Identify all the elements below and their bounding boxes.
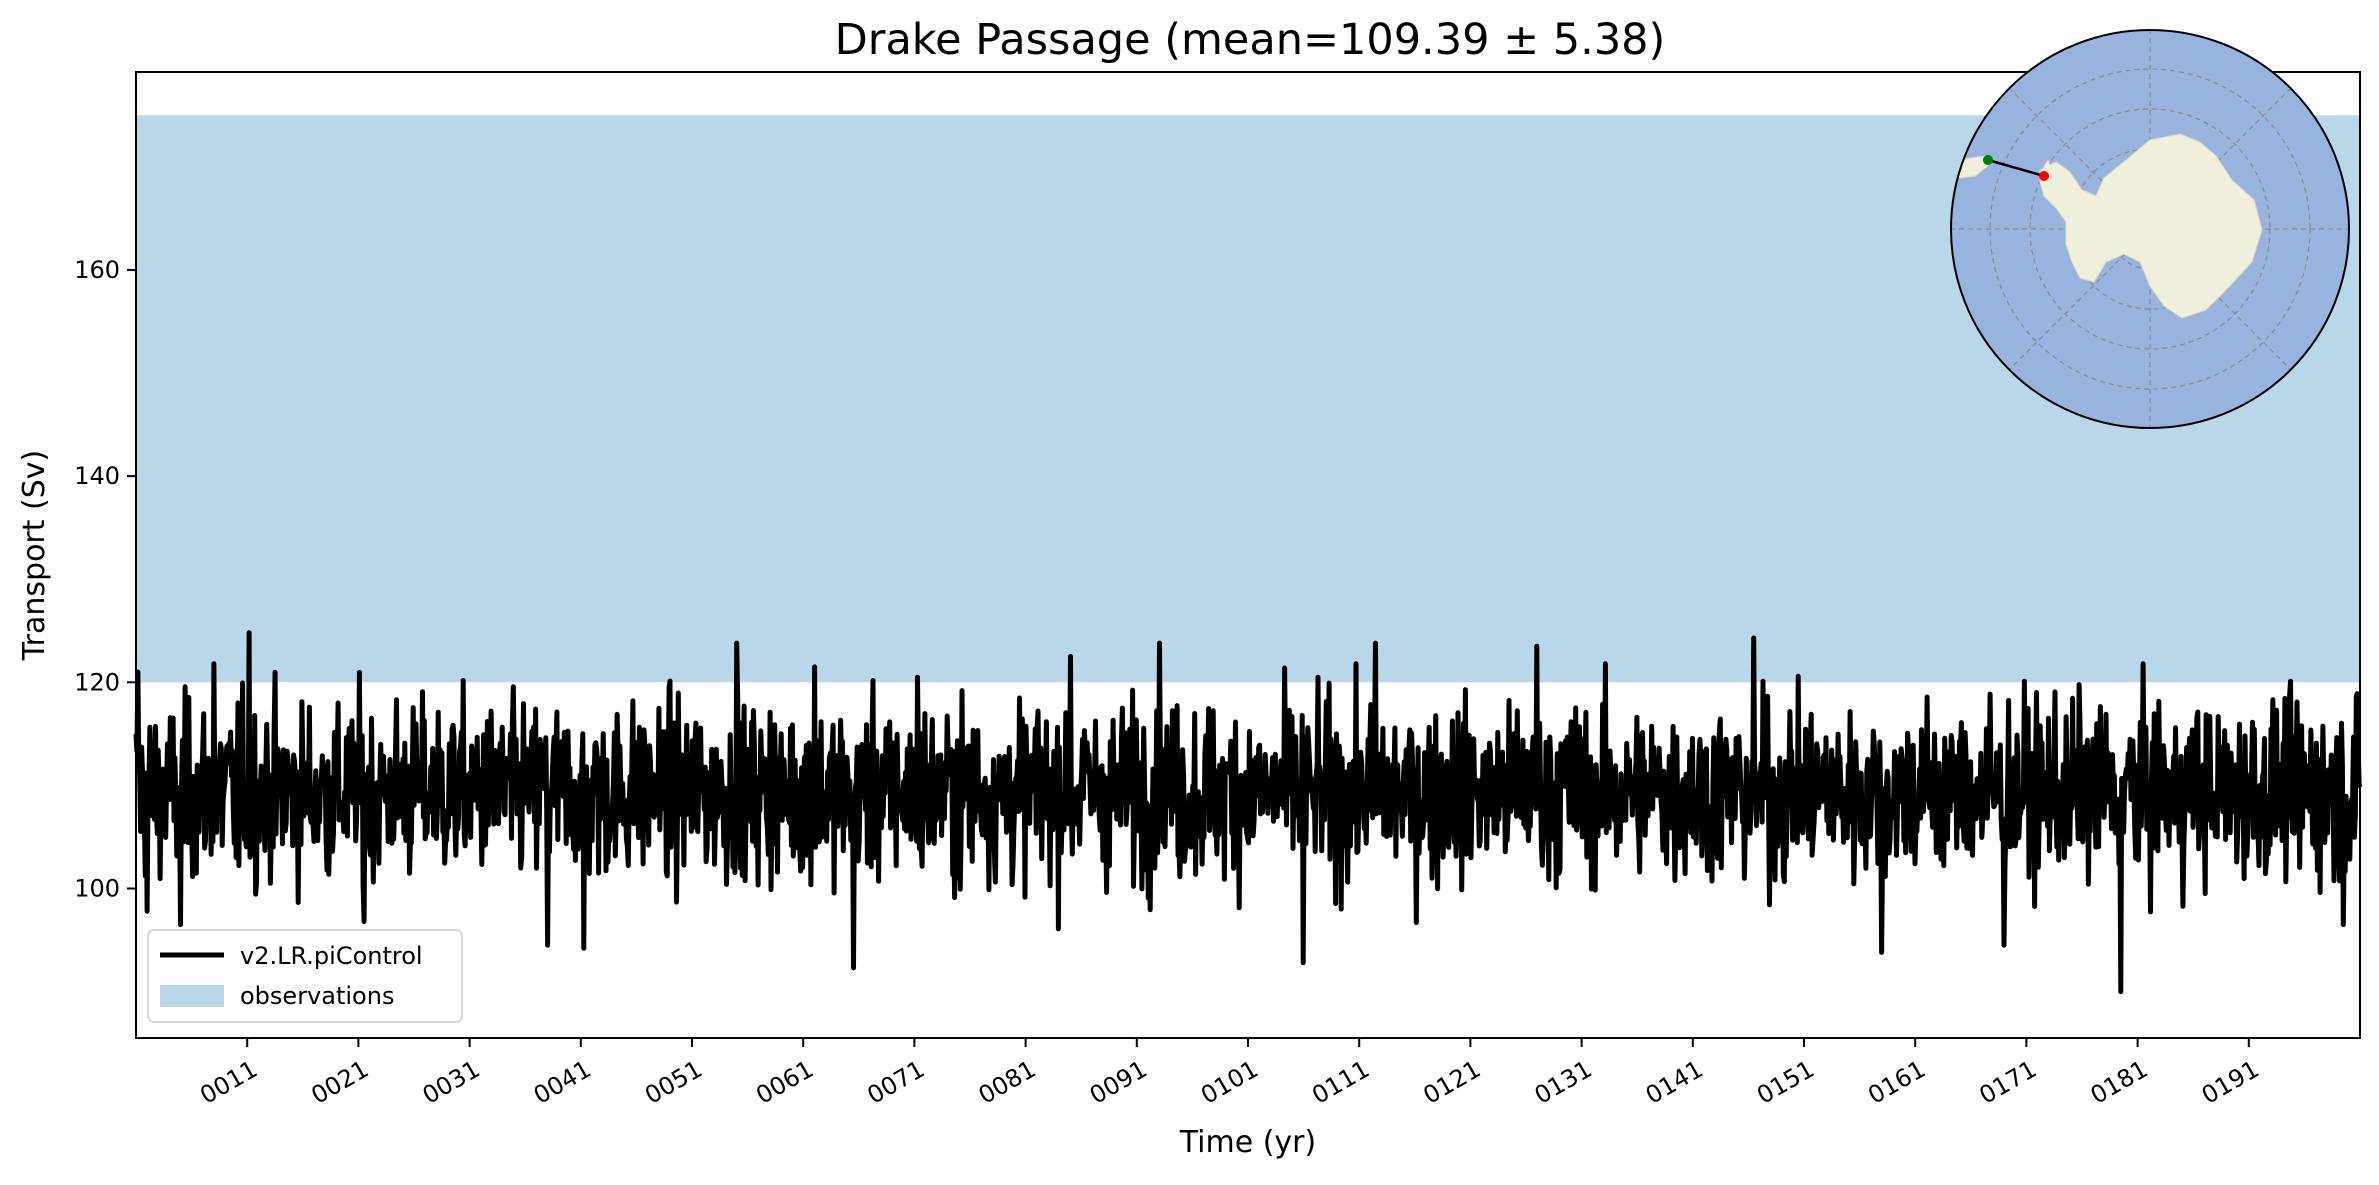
x-tick-label: 0141 <box>1641 1055 1708 1110</box>
x-tick-label: 0061 <box>751 1055 818 1110</box>
section-start-marker <box>1983 155 1993 165</box>
x-tick-label: 0181 <box>2086 1055 2153 1110</box>
x-tick-label: 0161 <box>1863 1055 1930 1110</box>
map-land-antarctica <box>2039 133 2263 319</box>
x-tick-label: 0191 <box>2197 1055 2264 1110</box>
legend-label-series: v2.LR.piControl <box>240 942 423 970</box>
inset-map-antarctica <box>1950 29 2350 429</box>
section-line <box>1987 158 2045 178</box>
map-graticule <box>1951 30 2349 428</box>
x-tick-label: 0041 <box>529 1055 596 1110</box>
legend-patch-swatch <box>160 985 224 1007</box>
x-tick-label: 0081 <box>974 1055 1041 1110</box>
x-tick-label: 0011 <box>195 1055 262 1110</box>
y-tick-label: 160 <box>74 256 120 284</box>
x-tick-label: 0091 <box>1085 1055 1152 1110</box>
x-axis-label: Time (yr) <box>1179 1125 1316 1160</box>
x-tick-label: 0131 <box>1530 1055 1597 1110</box>
x-tick-label: 0121 <box>1419 1055 1486 1110</box>
legend-label-observations: observations <box>240 982 394 1010</box>
chart-title: Drake Passage (mean=109.39 ± 5.38) <box>835 15 1666 65</box>
map-border <box>1950 29 2350 429</box>
y-axis-label: Transport (Sv) <box>17 450 52 662</box>
x-tick-label: 0101 <box>1196 1055 1263 1110</box>
legend-box <box>147 929 463 1023</box>
y-tick-label: 120 <box>74 668 120 696</box>
section-end-marker <box>2039 171 2049 181</box>
x-tick-label: 0051 <box>640 1055 707 1110</box>
x-tick-label: 0031 <box>418 1055 485 1110</box>
y-tick-label: 140 <box>74 462 120 490</box>
series-line-v2-lr-picontrol <box>133 630 2363 995</box>
y-tick-label: 100 <box>74 875 120 903</box>
x-tick-label: 0111 <box>1307 1055 1374 1110</box>
y-axis: 100 120 140 160 <box>74 256 136 903</box>
legend: v2.LR.piControl observations <box>147 929 463 1023</box>
x-tick-label: 0151 <box>1752 1055 1819 1110</box>
x-axis: 0011 0021 0031 0041 0051 0061 0071 0081 0091 0101… <box>195 1038 2264 1110</box>
x-tick-label: 0021 <box>307 1055 374 1110</box>
x-tick-label: 0171 <box>1975 1055 2042 1110</box>
x-tick-label: 0071 <box>863 1055 930 1110</box>
